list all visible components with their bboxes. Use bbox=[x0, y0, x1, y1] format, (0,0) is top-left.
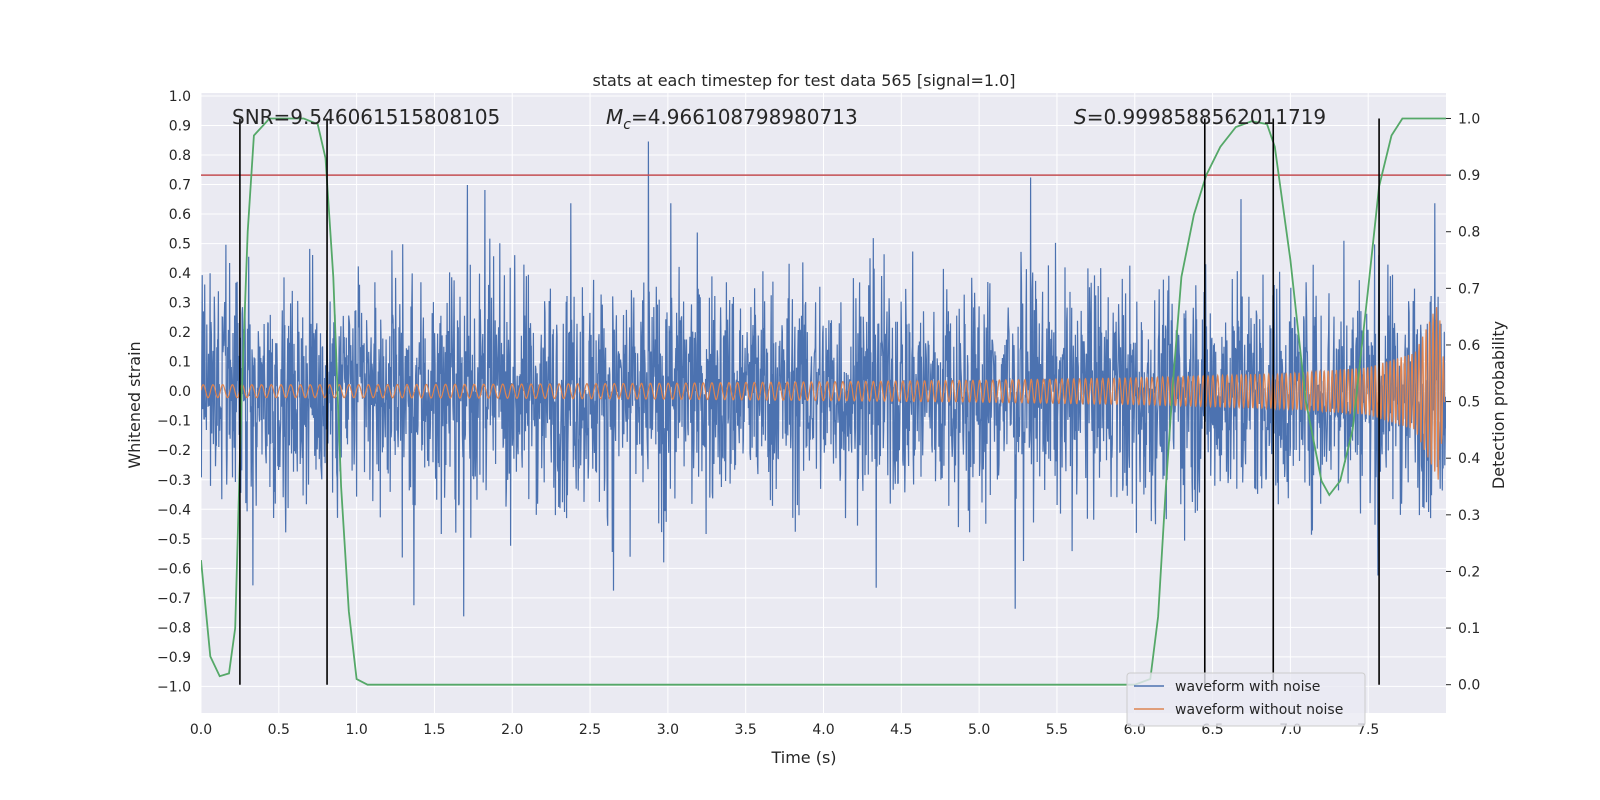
y-right-tick-label: 0.5 bbox=[1458, 395, 1480, 411]
y-left-tick-label: −0.1 bbox=[157, 414, 191, 430]
y-left-tick-label: 0.8 bbox=[169, 148, 191, 164]
x-tick-label: 2.0 bbox=[501, 722, 523, 738]
x-tick-label: 4.5 bbox=[890, 722, 912, 738]
x-tick-label: 1.5 bbox=[423, 722, 445, 738]
y-left-tick-label: 0.4 bbox=[169, 266, 191, 282]
y-left-tick-label: −0.8 bbox=[157, 620, 191, 636]
y-left-tick-label: −0.6 bbox=[157, 561, 191, 577]
x-tick-label: 2.5 bbox=[579, 722, 601, 738]
y-right-tick-label: 0.2 bbox=[1458, 564, 1480, 580]
legend: waveform with noise waveform without noi… bbox=[1126, 672, 1366, 727]
y-right-tick-label: 0.1 bbox=[1458, 621, 1480, 637]
y-left-tick-label: 0.0 bbox=[169, 384, 191, 400]
y-left-tick-label: 0.7 bbox=[169, 178, 191, 194]
x-axis-label: Time (s) bbox=[770, 748, 836, 767]
y-right-tick-label: 0.4 bbox=[1458, 451, 1480, 467]
x-tick-label: 1.0 bbox=[345, 722, 367, 738]
legend-label-noisy: waveform with noise bbox=[1175, 679, 1320, 695]
legend-label-clean: waveform without noise bbox=[1175, 702, 1343, 718]
x-tick-label: 5.0 bbox=[968, 722, 990, 738]
y-left-tick-label: 0.2 bbox=[169, 325, 191, 341]
x-tick-label: 3.0 bbox=[657, 722, 679, 738]
y-right-tick-label: 0.8 bbox=[1458, 225, 1480, 241]
s-symbol: S bbox=[1074, 105, 1087, 129]
y-left-tick-label: −0.9 bbox=[157, 650, 191, 666]
y-axis-left: 1.0 0.9 0.8 0.7 0.6 0.5 0.4 0.3 0.2 0.1 0.0 −0.1 −0.… bbox=[157, 89, 191, 695]
y-left-tick-label: −0.2 bbox=[157, 443, 191, 459]
series-layer bbox=[201, 117, 1446, 686]
y-left-tick-label: 0.3 bbox=[169, 296, 191, 312]
series-noisy-waveform bbox=[201, 141, 1446, 617]
y-left-tick-label: 0.5 bbox=[169, 237, 191, 253]
chirp-mass-annotation: Mc=4.966108798980713 bbox=[606, 105, 858, 133]
y-left-tick-label: −0.7 bbox=[157, 591, 191, 607]
s-value: =0.9998588562011719 bbox=[1087, 105, 1326, 129]
y-left-tick-label: 1.0 bbox=[169, 89, 191, 105]
legend-box bbox=[1126, 672, 1366, 727]
y-right-tick-label: 0.9 bbox=[1458, 168, 1480, 184]
y-left-tick-label: −1.0 bbox=[157, 679, 191, 695]
y-right-tick-label: 0.0 bbox=[1458, 678, 1480, 694]
x-tick-label: 0.0 bbox=[190, 722, 212, 738]
series-detection-probability bbox=[201, 117, 1446, 686]
y-right-tick-label: 0.7 bbox=[1458, 281, 1480, 297]
x-tick-label: 5.5 bbox=[1046, 722, 1068, 738]
y-left-tick-label: 0.1 bbox=[169, 355, 191, 371]
y-left-tick-label: 0.9 bbox=[169, 118, 191, 134]
x-tick-label: 0.5 bbox=[268, 722, 290, 738]
chirp-mass-value: =4.966108798980713 bbox=[631, 105, 858, 129]
s-annotation: S=0.9998588562011719 bbox=[1074, 105, 1326, 129]
y-left-tick-label: 0.6 bbox=[169, 207, 191, 223]
y-right-tick-label: 0.6 bbox=[1458, 338, 1480, 354]
y-axis-right-label: Detection probability bbox=[1489, 321, 1508, 489]
series-clean-waveform bbox=[201, 307, 1445, 480]
y-left-tick-label: −0.4 bbox=[157, 502, 191, 518]
chart-title: stats at each timestep for test data 565… bbox=[592, 71, 1015, 90]
chirp-mass-subscript: c bbox=[623, 117, 631, 133]
y-axis-left-label: Whitened strain bbox=[125, 341, 144, 468]
y-right-tick-label: 1.0 bbox=[1458, 111, 1480, 127]
y-left-tick-label: −0.5 bbox=[157, 532, 191, 548]
snr-annotation: SNR=9.546061515808105 bbox=[232, 105, 500, 129]
y-right-tick-label: 0.3 bbox=[1458, 508, 1480, 524]
y-axis-right: 1.0 0.9 0.8 0.7 0.6 0.5 0.4 0.3 0.2 0.1 0.0 bbox=[1446, 111, 1480, 694]
x-tick-label: 4.0 bbox=[812, 722, 834, 738]
y-left-tick-label: −0.3 bbox=[157, 473, 191, 489]
chirp-mass-symbol: M bbox=[606, 105, 623, 129]
x-tick-label: 3.5 bbox=[735, 722, 757, 738]
